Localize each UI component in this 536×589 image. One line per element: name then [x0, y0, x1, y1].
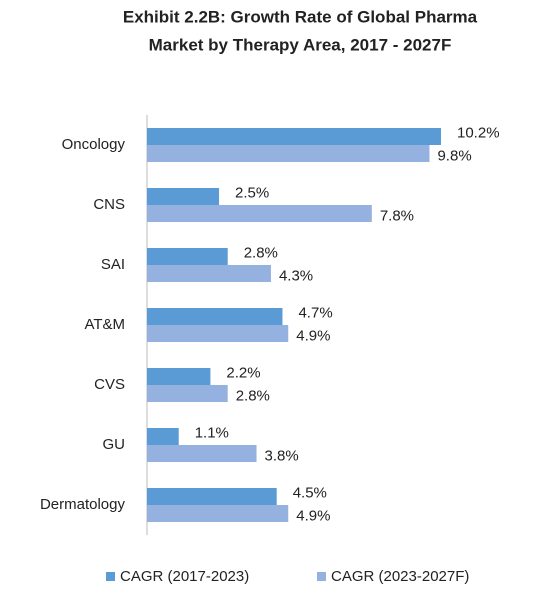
data-label: 9.8%: [437, 147, 471, 164]
bar: [147, 445, 257, 462]
data-label: 4.3%: [279, 267, 313, 284]
data-label: 4.5%: [293, 484, 327, 501]
y-tick-label: CNS: [93, 196, 125, 213]
bar: [147, 265, 271, 282]
y-tick-label: CVS: [94, 376, 125, 393]
bar: [147, 145, 430, 162]
bar: [147, 308, 283, 325]
bar: [147, 488, 277, 505]
data-label: 3.8%: [265, 447, 299, 464]
bar: [147, 205, 372, 222]
data-label: 1.1%: [195, 424, 229, 441]
bar: [147, 428, 179, 445]
y-tick-label: Oncology: [62, 136, 126, 153]
legend-swatch: [106, 572, 115, 581]
legend-label: CAGR (2023-2027F): [331, 568, 469, 585]
chart-title: Market by Therapy Area, 2017 - 2027F: [149, 35, 452, 54]
chart-title: Exhibit 2.2B: Growth Rate of Global Phar…: [123, 7, 478, 26]
bar: [147, 505, 289, 522]
bar: [147, 368, 211, 385]
data-label: 4.9%: [296, 327, 330, 344]
data-label: 4.9%: [296, 507, 330, 524]
legend-swatch: [317, 572, 326, 581]
bar: [147, 325, 289, 342]
data-label: 2.5%: [235, 184, 269, 201]
data-label: 7.8%: [380, 207, 414, 224]
y-tick-label: Dermatology: [40, 496, 126, 513]
data-label: 2.2%: [226, 364, 260, 381]
bar: [147, 188, 220, 205]
y-tick-label: SAI: [101, 256, 125, 273]
y-tick-label: GU: [103, 436, 126, 453]
data-label: 2.8%: [244, 244, 278, 261]
data-label: 10.2%: [457, 124, 500, 141]
bar: [147, 385, 228, 402]
y-tick-label: AT&M: [84, 316, 125, 333]
bar: [147, 248, 228, 265]
data-label: 4.7%: [298, 304, 332, 321]
data-label: 2.8%: [236, 387, 270, 404]
bar: [147, 128, 441, 145]
legend-label: CAGR (2017-2023): [120, 568, 249, 585]
